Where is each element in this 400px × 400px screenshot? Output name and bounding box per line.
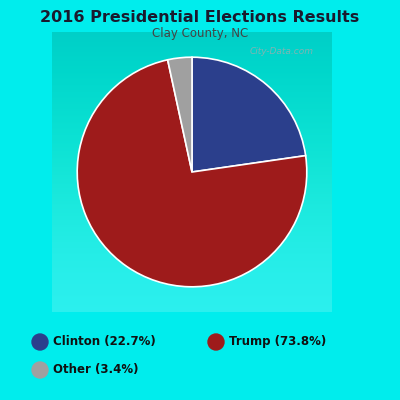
Text: Other (3.4%): Other (3.4%) [53,364,139,376]
Text: City-Data.com: City-Data.com [250,47,314,56]
Text: Clay County, NC: Clay County, NC [152,28,248,40]
Text: Clinton (22.7%): Clinton (22.7%) [53,336,156,348]
Wedge shape [168,57,192,172]
Text: 2016 Presidential Elections Results: 2016 Presidential Elections Results [40,10,360,26]
Wedge shape [77,60,307,287]
Wedge shape [192,57,306,172]
Text: Trump (73.8%): Trump (73.8%) [229,336,326,348]
